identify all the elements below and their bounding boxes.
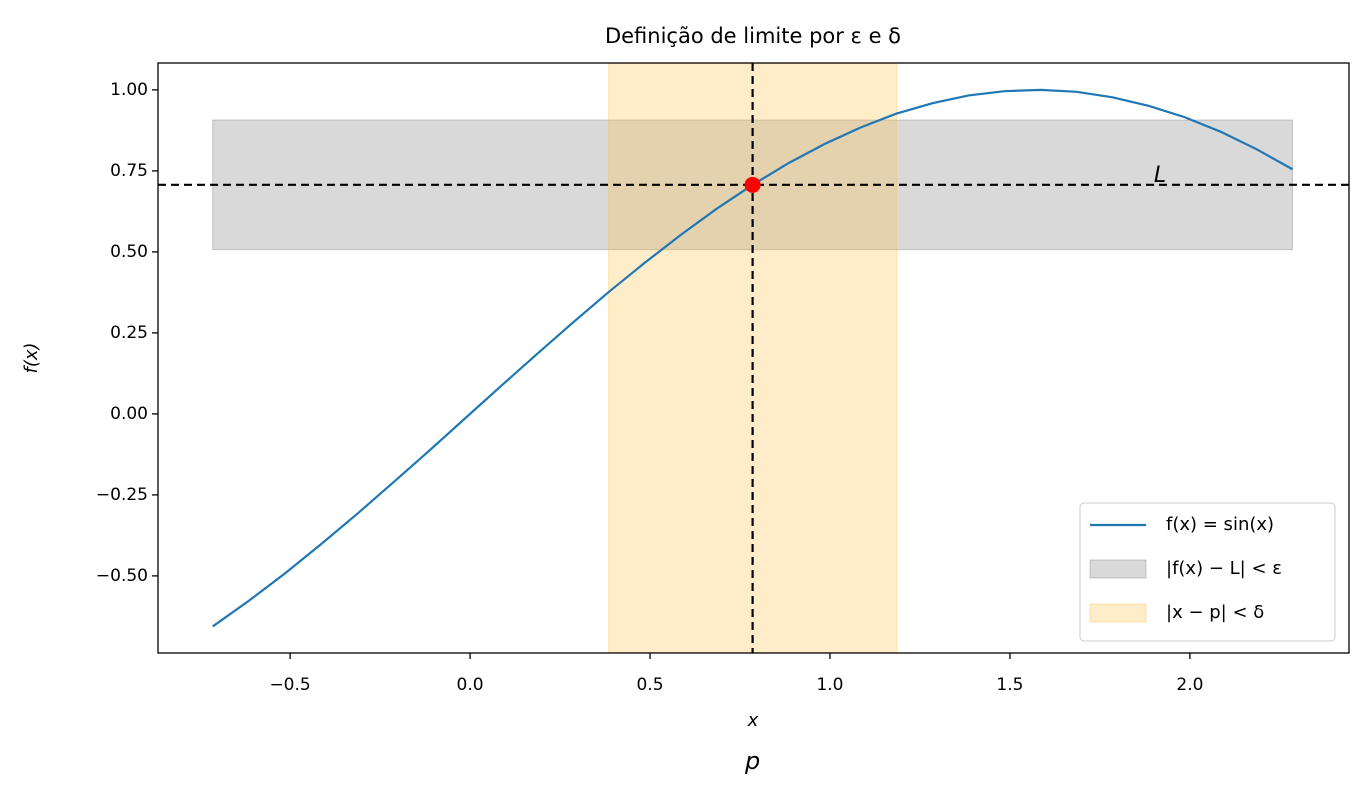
y-tick-label: 0.75: [110, 161, 148, 181]
legend-swatch: [1089, 559, 1147, 579]
legend-label: f(x) = sin(x): [1166, 514, 1274, 535]
x-tick-label: 0.0: [457, 675, 484, 695]
y-tick-label: 1.00: [110, 80, 148, 100]
y-tick-label: −0.25: [96, 485, 148, 505]
legend-box: [1079, 502, 1336, 642]
point: [744, 176, 761, 193]
x-tick-label: 1.5: [996, 675, 1023, 695]
annotation: p: [744, 747, 760, 775]
y-tick-label: −0.50: [96, 566, 148, 586]
annotation: L: [1154, 163, 1166, 188]
x-tick-label: 0.5: [636, 675, 663, 695]
y-tick-label: 0.00: [110, 404, 148, 424]
x-tick-label: −0.5: [269, 675, 310, 695]
legend-label: |x − p| < δ: [1166, 602, 1264, 623]
y-tick-label: 0.50: [110, 242, 148, 262]
y-axis-label: f(x): [21, 342, 42, 373]
x-tick-label: 2.0: [1176, 675, 1203, 695]
y-tick-label: 0.25: [110, 323, 148, 343]
legend-label: |f(x) − L| < ε: [1166, 558, 1282, 579]
legend-swatch: [1089, 603, 1147, 623]
chart-title: Definição de limite por ε e δ: [605, 24, 901, 48]
x-axis-label: x: [747, 710, 759, 731]
plot-frame: [157, 62, 1350, 654]
x-tick-label: 1.0: [816, 675, 843, 695]
